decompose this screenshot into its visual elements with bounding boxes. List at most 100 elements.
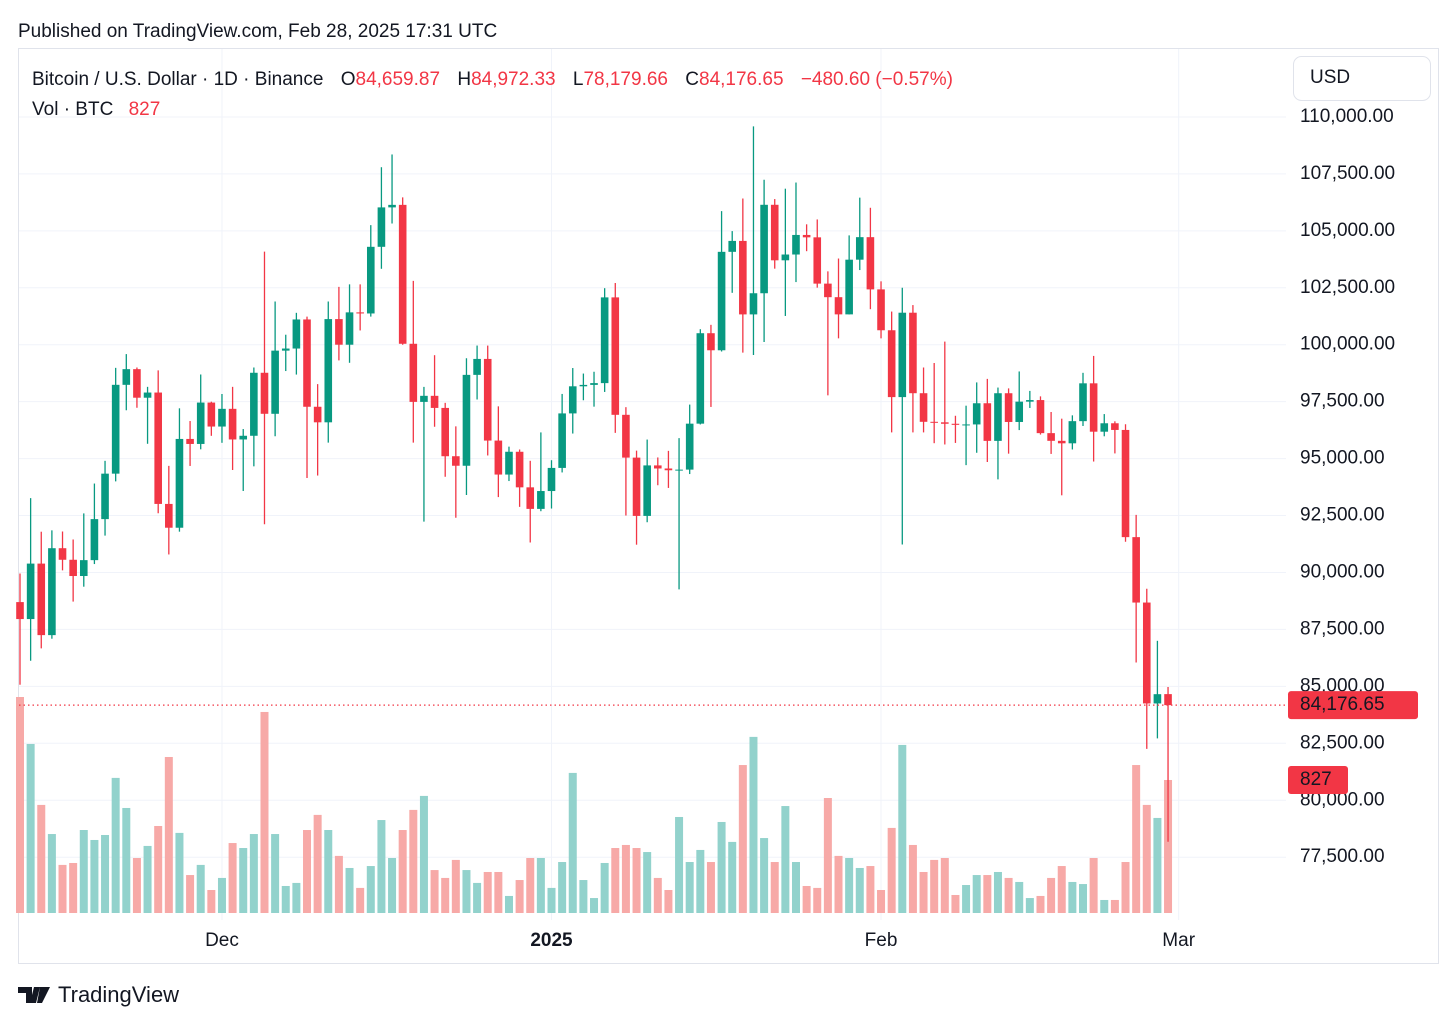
volume-bar xyxy=(356,887,365,913)
volume-value: 827 xyxy=(129,99,161,120)
candle-body xyxy=(388,204,396,208)
candle-body xyxy=(802,234,811,238)
x-tick-label: 2025 xyxy=(530,930,573,951)
volume-bar xyxy=(303,830,312,913)
volume-bar xyxy=(388,857,397,913)
candle-body xyxy=(590,383,598,385)
volume-bar xyxy=(940,857,949,913)
volume-bar xyxy=(324,830,333,913)
grid xyxy=(19,49,1286,920)
x-tick-label: Dec xyxy=(205,930,239,951)
volume-bar xyxy=(69,862,78,913)
x-tick-label: Feb xyxy=(865,930,898,951)
volume-bar xyxy=(706,862,715,913)
candle-body xyxy=(749,293,758,315)
volume-bar xyxy=(101,834,110,913)
volume-bar xyxy=(90,839,99,913)
currency[interactable]: USD xyxy=(1310,67,1350,88)
candle-body xyxy=(1121,429,1130,538)
candle-body xyxy=(79,560,88,577)
candle-body xyxy=(962,424,970,426)
legend-key: L xyxy=(573,69,584,90)
candle-body xyxy=(420,395,428,402)
volume-bar xyxy=(239,848,248,913)
candle-body xyxy=(983,403,992,441)
volume-bar xyxy=(1004,877,1013,913)
volume-bar xyxy=(334,855,343,913)
candle-body xyxy=(834,297,843,315)
volume-bar xyxy=(781,806,790,913)
legend-value: 84,176.65 xyxy=(699,69,784,90)
volume-bar xyxy=(366,866,375,913)
volume-bar xyxy=(473,882,482,913)
candle-body xyxy=(260,372,269,414)
candle-body xyxy=(452,456,460,466)
volume-bar xyxy=(802,885,811,913)
volume-legend: Vol · BTC 827 xyxy=(32,99,160,120)
volume-bar xyxy=(791,862,800,913)
candle-body xyxy=(505,451,513,475)
candle-body xyxy=(462,374,471,466)
y-tick-label: 77,500.00 xyxy=(1300,846,1385,867)
currency-button[interactable] xyxy=(1293,56,1431,101)
candle-body xyxy=(855,237,864,260)
volume-bar xyxy=(1015,881,1024,913)
candle-body xyxy=(717,251,726,351)
candle-body xyxy=(90,519,99,561)
volume-bar xyxy=(1089,857,1098,913)
price-pane xyxy=(16,126,1286,842)
volume-bar xyxy=(738,765,747,913)
candle-body xyxy=(824,283,832,298)
y-tick-label: 95,000.00 xyxy=(1300,448,1385,469)
volume-bar xyxy=(993,871,1002,913)
candle-body xyxy=(377,207,386,247)
candle-body xyxy=(430,395,439,408)
volume-bar xyxy=(887,827,896,913)
candle-body xyxy=(558,413,566,468)
candle-body xyxy=(919,393,928,422)
candle-body xyxy=(696,333,705,424)
volume-pane xyxy=(16,697,1173,913)
volume-bar xyxy=(451,859,460,913)
y-tick-label: 82,500.00 xyxy=(1300,732,1385,753)
y-tick-label: 80,000.00 xyxy=(1300,789,1385,810)
candle-body xyxy=(685,423,694,470)
candle-body xyxy=(313,406,322,423)
candle-body xyxy=(877,289,885,331)
volume-bar xyxy=(1079,884,1087,913)
candle-body xyxy=(239,435,248,440)
candle-body xyxy=(707,333,715,351)
volume-bar xyxy=(1057,866,1066,913)
volume-bar xyxy=(186,875,195,913)
candle-body xyxy=(1015,401,1024,422)
candle-body xyxy=(165,503,173,528)
volume-bar xyxy=(504,895,513,913)
volume-bar xyxy=(419,795,428,913)
volume-bar xyxy=(813,887,822,913)
logo-icon xyxy=(18,987,50,1003)
candle-body xyxy=(335,319,343,345)
volume-bar xyxy=(653,877,662,913)
legend-value: 84,659.87 xyxy=(356,69,441,90)
volume-bar xyxy=(281,885,290,913)
candle-body xyxy=(175,438,184,528)
candle-body xyxy=(1036,400,1045,434)
volume-bar xyxy=(313,814,322,913)
y-tick-label: 87,500.00 xyxy=(1300,618,1385,639)
volume-bar xyxy=(908,844,917,913)
volume-bar xyxy=(164,756,173,913)
volume-bar xyxy=(866,866,875,913)
volume-bar xyxy=(26,743,35,913)
y-tick-label: 92,500.00 xyxy=(1300,505,1385,526)
candle-body xyxy=(345,312,354,345)
legend-change: −480.60 (−0.57%) xyxy=(801,69,953,90)
legend-value: 84,972.33 xyxy=(471,69,556,90)
candle-body xyxy=(1132,537,1140,603)
published-note: Published on TradingView.com, Feb 28, 20… xyxy=(18,21,497,42)
candle-body xyxy=(111,384,120,474)
volume-bar xyxy=(675,816,684,913)
volume-bar xyxy=(154,825,163,913)
candle-body xyxy=(813,237,822,284)
candle-body xyxy=(409,343,418,402)
